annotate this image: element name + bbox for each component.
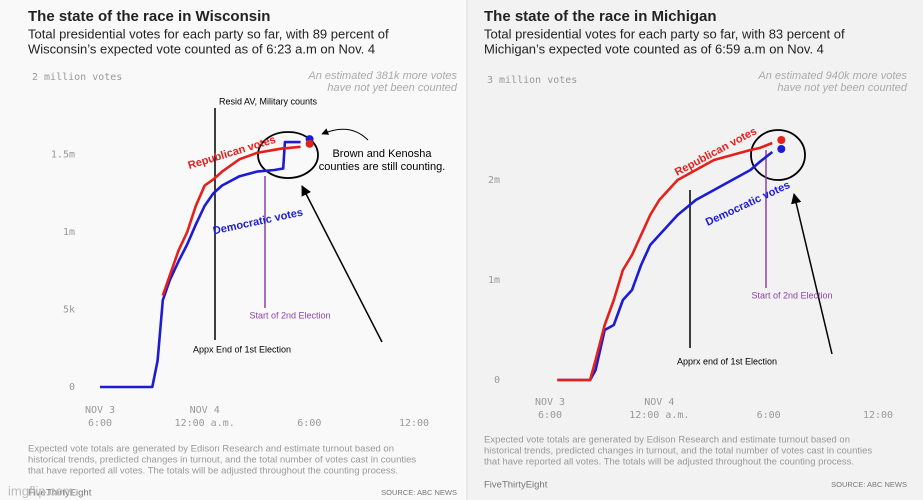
x-tick-label: 12:00 xyxy=(399,418,429,429)
x-tick-label: 6:00 xyxy=(297,418,321,429)
arrow xyxy=(791,192,833,355)
circle-annotation xyxy=(750,129,806,181)
annotation: counties are still counting. xyxy=(319,161,446,173)
estimate-note: An estimated 381k more votes xyxy=(307,70,457,82)
footnote: that have reported all votes. The totals… xyxy=(484,457,854,468)
annotation: Resid AV, Military counts xyxy=(219,96,318,106)
end-dot xyxy=(305,139,314,148)
footnote: Expected vote totals are generated by Ed… xyxy=(484,435,850,446)
x-tick-label: 12:00 a.m. xyxy=(175,418,235,429)
x-tick-label: 12:00 a.m. xyxy=(629,410,689,421)
annotation: Apprx end of 1st Election xyxy=(677,356,777,366)
series-line xyxy=(161,145,301,297)
footnote: historical trends, predicted changes in … xyxy=(484,446,872,457)
x-tick-label: 6:00 xyxy=(757,410,781,421)
x-tick-label: NOV 3 xyxy=(85,405,115,416)
chart-title: The state of the race in Michigan xyxy=(484,8,717,25)
right-panel xyxy=(468,0,923,500)
subtitle: Total presidential votes for each party … xyxy=(484,26,845,41)
footnote: Expected vote totals are generated by Ed… xyxy=(28,444,394,455)
footnote: historical trends, predicted changes in … xyxy=(28,455,416,466)
source: SOURCE: ABC NEWS xyxy=(381,488,457,497)
annotation: Appx End of 1st Election xyxy=(193,344,291,354)
subtitle: Wisconsin’s expected vote counted as of … xyxy=(28,41,375,56)
annotation: Brown and Kenosha xyxy=(332,148,432,160)
estimate-note: have not yet been counted xyxy=(327,82,458,94)
footnote: that have reported all votes. The totals… xyxy=(28,466,398,477)
series-line xyxy=(557,150,774,382)
brand: FiveThirtyEight xyxy=(484,480,548,491)
estimate-note: have not yet been counted xyxy=(777,82,908,94)
y-tick-label: 1m xyxy=(63,227,75,238)
annotation: Start of 2nd Election xyxy=(249,310,330,320)
x-tick-label: 6:00 xyxy=(88,418,112,429)
chart-title: The state of the race in Wisconsin xyxy=(28,8,270,25)
circle-annotation xyxy=(257,131,319,179)
y-tick-label: 1m xyxy=(488,275,500,286)
subtitle: Michigan’s expected vote counted as of 6… xyxy=(484,41,824,56)
y-tick-label: 5k xyxy=(63,305,75,316)
x-tick-label: NOV 3 xyxy=(535,397,565,408)
end-dot xyxy=(777,145,786,153)
x-tick-label: 6:00 xyxy=(538,410,562,421)
annotation: Start of 2nd Election xyxy=(751,290,832,300)
curved-arrow xyxy=(321,128,369,141)
y-tick-label: 2m xyxy=(488,175,500,186)
brand: FiveThirtyEight xyxy=(28,488,92,499)
y-tick-label: 1.5m xyxy=(51,150,75,161)
x-tick-label: 12:00 xyxy=(863,410,893,421)
x-tick-label: NOV 4 xyxy=(190,405,220,416)
end-dot xyxy=(777,136,786,144)
series-line xyxy=(100,140,301,389)
y-tick-label: 3 million votes xyxy=(487,75,577,86)
y-tick-label: 0 xyxy=(494,375,500,386)
y-tick-label: 0 xyxy=(69,382,75,393)
left-panel xyxy=(0,0,466,500)
arrow xyxy=(301,185,383,343)
x-tick-label: NOV 4 xyxy=(644,397,674,408)
y-tick-label: 2 million votes xyxy=(32,72,122,83)
source: SOURCE: ABC NEWS xyxy=(831,480,907,489)
estimate-note: An estimated 940k more votes xyxy=(757,70,907,82)
watermark: imgflip.com xyxy=(8,483,74,498)
series-line xyxy=(557,141,773,382)
subtitle: Total presidential votes for each party … xyxy=(28,26,389,41)
